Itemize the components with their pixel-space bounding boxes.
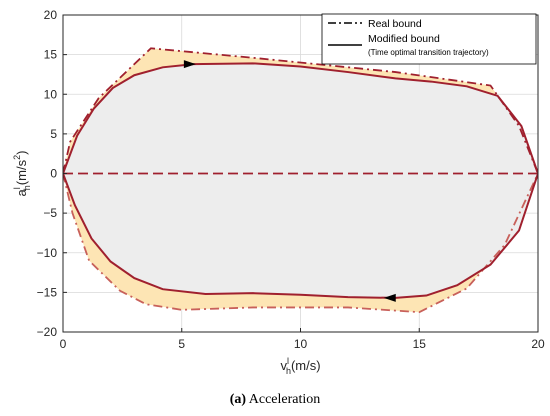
x-tick-label: 15 [413, 337, 427, 351]
legend: Real bound Modified bound (Time optimal tr… [321, 13, 537, 65]
legend-box [321, 13, 537, 65]
y-tick-label: 20 [44, 8, 58, 22]
y-tick-label: 0 [50, 167, 57, 181]
legend-label-modified-bound: Modified bound [368, 33, 440, 45]
x-tick-label: 0 [60, 337, 67, 351]
y-tick-label: 5 [50, 127, 57, 141]
legend-note-modified-bound: (Time optimal transition trajectory) [368, 48, 489, 57]
caption-text: Acceleration [248, 392, 321, 407]
x-tick-label: 20 [531, 337, 545, 351]
y-tick-label: −5 [43, 206, 57, 220]
feasible-region [63, 63, 538, 298]
y-tick-label: −20 [37, 325, 58, 339]
modified-bound-lower [63, 173, 538, 299]
trajectory-arrow-2 [383, 293, 396, 302]
x-tick-label: 10 [294, 337, 308, 351]
x-axis-label: vl h(m/s) [280, 356, 320, 376]
y-tick-label: −15 [37, 285, 58, 299]
caption-label: (a) [229, 392, 247, 407]
trajectory-arrow-1 [183, 60, 196, 69]
tick-labels: 0 5 10 15 20 −20 −15 −10 −5 0 5 10 15 20 [37, 8, 545, 351]
legend-label-real-bound: Real bound [368, 18, 422, 30]
y-tick-label: −10 [37, 246, 58, 260]
y-tick-label: 10 [44, 87, 58, 101]
x-tick-label: 5 [178, 337, 185, 351]
y-axis-label: alh(m/s2) [12, 151, 32, 197]
y-tick-label: 15 [44, 48, 58, 62]
plot-area [62, 14, 539, 333]
modified-bound-upper [63, 62, 538, 174]
figure-caption: (a) Acceleration [0, 392, 550, 408]
real-bound-lower [63, 173, 538, 314]
plot-content [63, 47, 538, 314]
axis-labels: vl h(m/s) alh(m/s2) [12, 151, 321, 376]
